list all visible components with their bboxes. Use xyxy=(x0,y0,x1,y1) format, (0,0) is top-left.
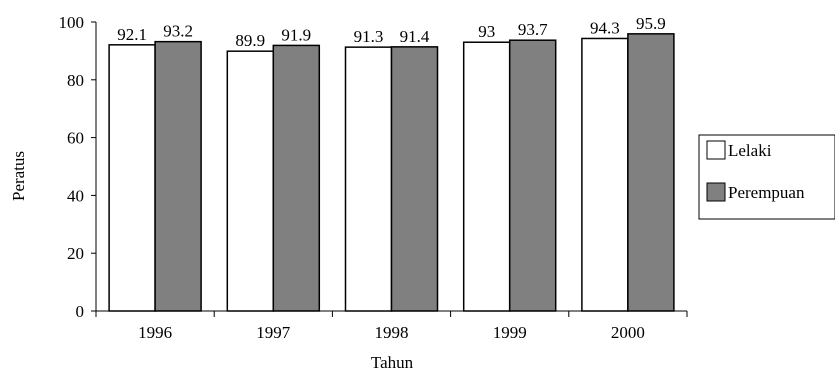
y-tick-label: 60 xyxy=(67,129,84,148)
bar-value-label: 94.3 xyxy=(590,18,620,37)
bar-perempuan xyxy=(154,40,202,312)
bar-value-label: 95.9 xyxy=(636,14,666,33)
y-axis-label: Peratus xyxy=(9,151,28,201)
legend: Lelaki Perempuan xyxy=(698,134,835,220)
y-tick-label: 0 xyxy=(76,302,85,321)
bar-value-label: 92.1 xyxy=(117,25,147,44)
y-tick-label: 40 xyxy=(67,186,84,205)
axes: 0 20 40 60 80 100 1996 1997 1998 1999 2000 xyxy=(59,13,688,342)
legend-swatch-perempuan xyxy=(706,182,726,202)
y-tick-label: 100 xyxy=(59,13,85,32)
bar-perempuan xyxy=(390,46,439,312)
bar-value-label: 93 xyxy=(478,22,495,41)
bars xyxy=(108,33,675,312)
x-tick-label: 1996 xyxy=(138,323,172,342)
legend-label-perempuan: Perempuan xyxy=(728,183,805,202)
bar-lelaki xyxy=(581,37,629,312)
bar-value-label: 91.9 xyxy=(281,25,311,44)
bar-perempuan xyxy=(627,33,675,312)
bar-lelaki xyxy=(344,46,393,312)
x-tick-label: 1997 xyxy=(256,323,291,342)
x-tick-label: 1999 xyxy=(493,323,527,342)
bar-value-label: 93.7 xyxy=(518,20,548,39)
bar-lelaki xyxy=(462,41,511,312)
x-tick-label: 1998 xyxy=(375,323,409,342)
bar-value-label: 91.4 xyxy=(400,27,430,46)
bar-lelaki xyxy=(108,44,156,312)
bar-value-label: 91.3 xyxy=(354,27,384,46)
bar-lelaki xyxy=(226,50,275,312)
x-tick-label: 2000 xyxy=(611,323,645,342)
legend-label-lelaki: Lelaki xyxy=(728,141,772,160)
bar-perempuan xyxy=(508,39,557,312)
legend-swatch-lelaki xyxy=(706,140,726,160)
bar-perempuan xyxy=(272,44,321,312)
y-tick-label: 80 xyxy=(67,71,84,90)
bar-value-label: 93.2 xyxy=(163,22,193,41)
data-labels: 92.1 93.2 89.9 91.9 91.3 91.4 93 93.7 94.3 95.9 xyxy=(117,14,666,50)
y-tick-label: 20 xyxy=(67,244,84,263)
bar-value-label: 89.9 xyxy=(235,31,265,50)
x-axis-label: Tahun xyxy=(371,353,414,372)
